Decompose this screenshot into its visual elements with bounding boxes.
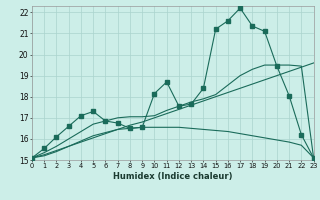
X-axis label: Humidex (Indice chaleur): Humidex (Indice chaleur)	[113, 172, 233, 181]
